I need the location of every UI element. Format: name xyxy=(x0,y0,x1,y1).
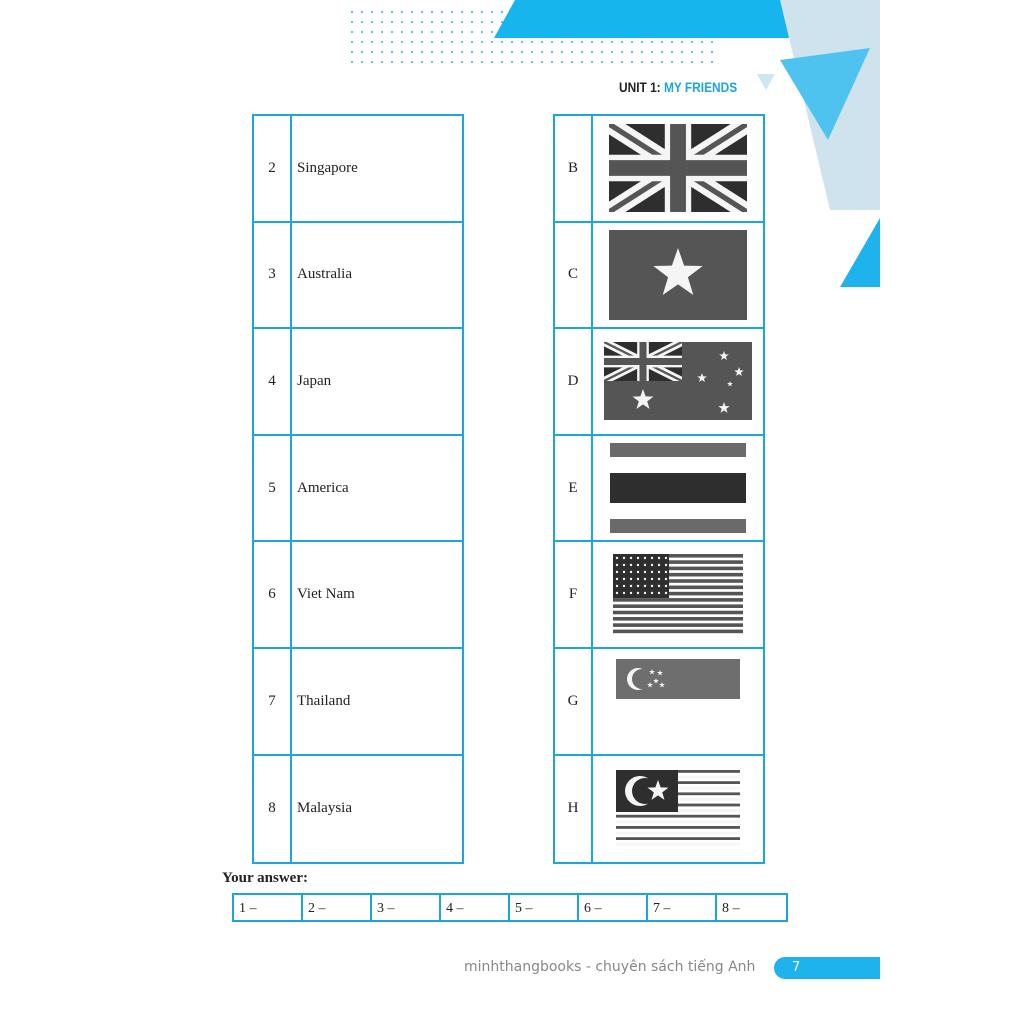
unit-prefix: UNIT 1: xyxy=(619,79,661,95)
answer-cell[interactable]: 3 – xyxy=(372,895,441,920)
unit-name: MY FRIENDS xyxy=(663,79,738,95)
flag-letter: D xyxy=(555,329,593,434)
country-name: Malaysia xyxy=(297,800,352,817)
flag-row: B xyxy=(555,116,763,223)
countries-table: 2 Singapore 3 Australia 4 Japan 5 America 6 Viet … xyxy=(252,114,464,865)
country-name: Viet Nam xyxy=(297,586,355,603)
answer-label: Your answer: xyxy=(222,870,308,886)
answer-cell[interactable]: 4 – xyxy=(441,895,510,920)
country-number: 4 xyxy=(254,329,292,434)
flag-letter: F xyxy=(555,542,593,647)
singapore-flag-icon xyxy=(593,649,763,754)
malaysia-flag-icon xyxy=(593,756,763,863)
answer-cell[interactable]: 1 – xyxy=(234,895,303,920)
flag-row: C xyxy=(555,222,763,330)
flag-row: G xyxy=(555,648,763,756)
answer-cell[interactable]: 6 – xyxy=(579,895,648,920)
country-name: America xyxy=(297,479,349,496)
country-number: 3 xyxy=(254,222,292,328)
answer-cell[interactable]: 7 – xyxy=(648,895,717,920)
country-name: Thailand xyxy=(297,692,351,709)
country-row: 6 Viet Nam xyxy=(254,542,462,649)
flag-letter: G xyxy=(555,648,593,754)
country-number: 8 xyxy=(254,755,292,863)
uk-flag-icon xyxy=(593,116,763,221)
country-row: 8 Malaysia xyxy=(254,755,462,863)
flag-row: F xyxy=(555,542,763,649)
answer-cell[interactable]: 8 – xyxy=(722,901,740,916)
answer-table: 1 –2 –3 –4 –5 –6 –7 – 8 – xyxy=(232,893,788,922)
unit-title: UNIT 1: MY FRIENDS xyxy=(619,79,737,95)
flag-letter: H xyxy=(555,755,593,863)
header-decoration xyxy=(350,0,880,287)
page-number: 7 xyxy=(774,957,880,979)
country-row: 7 Thailand xyxy=(254,648,462,756)
country-number: 7 xyxy=(254,648,292,754)
footer-text: minhthangbooks - chuyên sách tiếng Anh xyxy=(464,959,756,975)
country-number: 5 xyxy=(254,435,292,541)
country-row: 3 Australia xyxy=(254,222,462,330)
answer-cell[interactable]: 2 – xyxy=(303,895,372,920)
flag-letter: E xyxy=(555,435,593,541)
answer-cell[interactable]: 5 – xyxy=(510,895,579,920)
flag-row: D xyxy=(555,329,763,436)
country-row: 5 America xyxy=(254,435,462,543)
country-number: 6 xyxy=(254,542,292,647)
country-name: Australia xyxy=(297,266,352,283)
flag-letter: C xyxy=(555,222,593,328)
country-row: 4 Japan xyxy=(254,329,462,436)
usa-flag-icon xyxy=(593,542,763,647)
country-number: 2 xyxy=(254,116,292,221)
country-name: Singapore xyxy=(297,159,358,176)
country-row: 2 Singapore xyxy=(254,116,462,223)
flag-row: H xyxy=(555,755,763,863)
flag-row: E xyxy=(555,435,763,543)
australia-flag-icon xyxy=(593,329,763,434)
country-name: Japan xyxy=(297,372,332,389)
flag-letter: B xyxy=(555,116,593,221)
vietnam-flag-icon xyxy=(593,223,763,328)
thailand-flag-icon xyxy=(593,436,763,541)
